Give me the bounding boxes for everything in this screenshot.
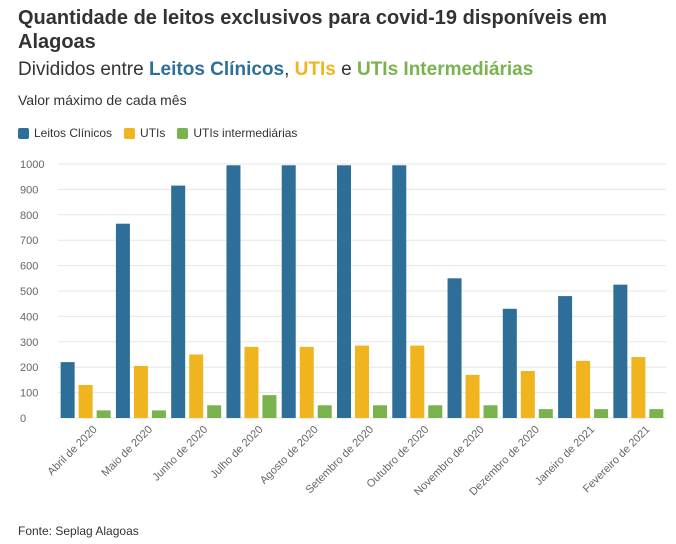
y-tick-label-500: 500 — [20, 286, 38, 298]
bar-utis[interactable] — [189, 354, 204, 419]
subtitle-utis: UTIs — [294, 59, 336, 80]
y-tick-label-900: 900 — [20, 184, 38, 196]
y-tick-label-700: 700 — [20, 235, 38, 247]
y-tick-label-0: 0 — [20, 413, 26, 425]
chart-title: Quantidade de leitos exclusivos para cov… — [18, 7, 608, 53]
bar-utis[interactable] — [520, 371, 535, 418]
bar-utis[interactable] — [299, 346, 314, 418]
subtitle-sep2: e — [335, 59, 357, 80]
bar-intermediarias[interactable] — [649, 409, 664, 418]
legend-label-utis: UTIs — [140, 126, 166, 140]
x-tick-label: Janeiro de 2021 — [533, 424, 597, 488]
bar-utis[interactable] — [78, 384, 93, 418]
legend-label-intermediarias: UTIs intermediárias — [193, 126, 298, 140]
y-tick-label-800: 800 — [20, 210, 38, 222]
legend-swatch-utis — [124, 127, 136, 139]
subtitle-clinicos: Leitos Clínicos — [148, 59, 285, 80]
legend-swatch-clinicos — [18, 127, 29, 139]
chart-subtitle: Divididos entre Leitos Clínicos, UTIs e … — [18, 58, 533, 82]
y-tick-label-600: 600 — [20, 261, 38, 273]
subtitle-prefix: Divididos entre — [18, 59, 149, 80]
x-tick-label: Junho de 2020 — [150, 424, 210, 484]
bar-intermediarias[interactable] — [262, 395, 277, 418]
x-tick-label: Abril de 2020 — [45, 424, 99, 478]
legend: Leitos Clínicos UTIs UTIs intermediárias — [18, 126, 297, 140]
bar-clinicos[interactable] — [613, 284, 628, 418]
legend-item-clinicos[interactable]: Leitos Clínicos — [18, 126, 112, 140]
legend-item-intermediarias[interactable]: UTIs intermediárias — [177, 126, 297, 140]
bar-utis[interactable] — [465, 374, 480, 418]
bar-clinicos[interactable] — [60, 362, 75, 418]
chart-note: Valor máximo de cada mês — [18, 92, 187, 108]
y-tick-label-300: 300 — [20, 337, 38, 349]
y-tick-label-100: 100 — [20, 388, 38, 400]
bar-utis[interactable] — [631, 357, 646, 418]
bar-utis[interactable] — [576, 360, 591, 418]
bar-intermediarias[interactable] — [317, 405, 332, 418]
subtitle-sep1: , — [284, 59, 295, 80]
subtitle-intermediarias: UTIs Intermediárias — [356, 59, 534, 80]
bar-clinicos[interactable] — [392, 165, 407, 418]
bar-intermediarias[interactable] — [96, 410, 111, 418]
bar-intermediarias[interactable] — [594, 409, 609, 418]
bar-clinicos[interactable] — [226, 165, 241, 418]
bar-clinicos[interactable] — [171, 185, 186, 418]
bar-clinicos[interactable] — [337, 165, 351, 418]
x-tick-label: Maio de 2020 — [99, 424, 155, 480]
bar-clinicos[interactable] — [447, 278, 462, 418]
source-note: Fonte: Seplag Alagoas — [18, 524, 139, 538]
bar-utis[interactable] — [244, 346, 259, 418]
y-tick-label-1000: 1000 — [20, 159, 44, 171]
y-tick-label-400: 400 — [20, 311, 38, 323]
legend-swatch-intermediarias — [177, 127, 189, 139]
bar-intermediarias[interactable] — [151, 410, 166, 418]
bar-intermediarias[interactable] — [538, 409, 553, 418]
y-tick-label-200: 200 — [20, 362, 38, 374]
bar-clinicos[interactable] — [281, 165, 296, 418]
bar-intermediarias[interactable] — [428, 405, 443, 418]
bar-clinicos[interactable] — [502, 308, 517, 418]
legend-item-utis[interactable]: UTIs — [124, 126, 165, 140]
x-tick-label: Agosto de 2020 — [258, 424, 321, 487]
x-tick-label: Julho de 2020 — [208, 424, 265, 481]
bar-utis[interactable] — [355, 345, 369, 418]
bar-intermediarias[interactable] — [207, 405, 222, 418]
legend-label-clinicos: Leitos Clínicos — [34, 126, 113, 140]
bar-intermediarias[interactable] — [373, 405, 387, 418]
bar-utis[interactable] — [410, 345, 425, 418]
bar-utis[interactable] — [133, 365, 148, 418]
bar-clinicos[interactable] — [558, 296, 573, 418]
bar-intermediarias[interactable] — [483, 405, 498, 418]
bar-clinicos[interactable] — [115, 223, 130, 418]
